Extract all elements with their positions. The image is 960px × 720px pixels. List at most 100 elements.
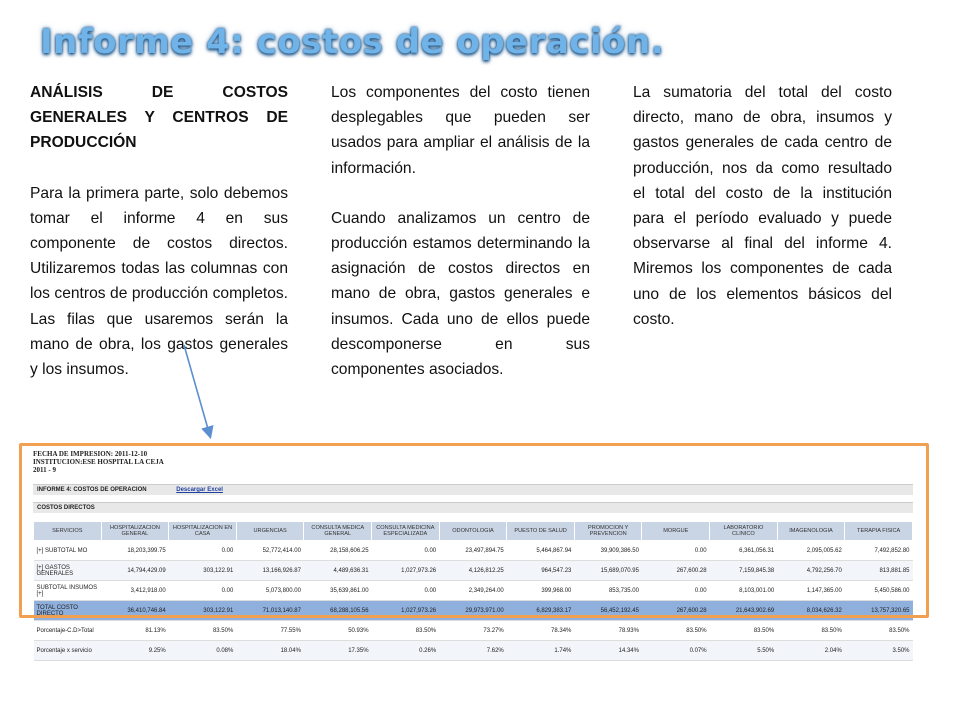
table-cell: 14,794,429.09: [101, 560, 169, 581]
table-cell: 2,095,005.62: [777, 540, 845, 561]
section-heading: ANÁLISIS DE COSTOS GENERALES Y CENTROS D…: [30, 84, 288, 152]
table-cell: 36,410,746.84: [101, 600, 169, 621]
table-cell: 4,489,636.31: [303, 560, 372, 581]
table-cell: 18,203,399.75: [101, 540, 169, 561]
download-excel-link[interactable]: Descargar Excel: [176, 487, 223, 493]
table-cell: 14.34%: [574, 640, 642, 661]
table-cell: 71,013,140.87: [236, 600, 304, 621]
table-cell: 23,497,894.75: [439, 540, 507, 561]
table-cell: 1,027,973.26: [371, 600, 440, 621]
table-cell: 4,792,256.70: [777, 560, 845, 581]
table-cell: 1,027,973.26: [371, 560, 440, 581]
table-cell: 267,600.28: [641, 560, 710, 581]
column-header: URGENCIAS: [235, 521, 305, 541]
report-period: 2011 - 9: [33, 466, 56, 474]
table-cell: 1,147,365.00: [777, 580, 845, 601]
table-row: SUBTOTAL INSUMOS [+] 3,412,918.00 0.00 5,07…: [33, 580, 913, 601]
section-bar: COSTOS DIRECTOS: [33, 502, 913, 513]
column-left: ANÁLISIS DE COSTOS GENERALES Y CENTROS D…: [30, 80, 288, 407]
table-cell: 77.55%: [236, 620, 304, 641]
table-cell: 8,103,001.00: [709, 580, 778, 601]
print-date: FECHA DE IMPRESION: 2011-12-10: [33, 450, 148, 458]
row-label: Porcentaje x servicio: [33, 640, 102, 661]
row-label[interactable]: SUBTOTAL INSUMOS [+]: [33, 580, 102, 601]
table-cell: 0.00: [168, 540, 237, 561]
table-cell: 0.00: [641, 540, 710, 561]
column-right: La sumatoria del total del costo directo…: [633, 80, 892, 357]
column-middle: Los componentes del costo tienen despleg…: [331, 80, 590, 407]
column-header: HOSPITALIZACION EN CASA: [168, 521, 237, 541]
table-cell: 83.50%: [641, 620, 710, 641]
table-cell: 0.07%: [641, 640, 710, 661]
table-cell: 5,464,867.94: [506, 540, 575, 561]
column-header: PUESTO DE SALUD: [506, 521, 575, 541]
table-cell: 5,450,586.00: [844, 580, 913, 601]
table-cell: 81.13%: [101, 620, 169, 641]
table-cell: 8,034,626.32: [777, 600, 845, 621]
column-header: CONSULTA MEDICA GENERAL: [303, 521, 373, 541]
table-cell: 2,349,264.00: [439, 580, 507, 601]
cost-table: SERVICIOS HOSPITALIZACION GENERAL HOSPITAL…: [33, 521, 913, 661]
table-cell: 13,166,926.87: [236, 560, 304, 581]
table-cell: 399,968.00: [506, 580, 575, 601]
table-row: Porcentaje x servicio 9.25% 0.08% 18.04% 17.…: [33, 640, 913, 661]
table-cell: 35,639,861.00: [303, 580, 372, 601]
table-cell: 303,122.91: [168, 560, 237, 581]
table-cell: 3,412,918.00: [101, 580, 169, 601]
column-header: HOSPITALIZACION GENERAL: [100, 521, 170, 541]
table-cell: 13,757,320.65: [844, 600, 913, 621]
table-cell: 50.93%: [303, 620, 372, 641]
table-cell: 0.26%: [371, 640, 440, 661]
table-cell: 7,159,845.38: [709, 560, 778, 581]
table-cell: 78.34%: [506, 620, 575, 641]
column-header: IMAGENOLOGIA: [776, 521, 846, 541]
table-cell: 52,772,414.00: [236, 540, 304, 561]
column-header: ODONTOLOGIA: [438, 521, 508, 541]
report-title-bar: INFORME 4: COSTOS DE OPERACION Descargar…: [33, 484, 913, 495]
table-cell: 4,126,812.25: [439, 560, 507, 581]
right-paragraph: La sumatoria del total del costo directo…: [633, 84, 892, 328]
row-label[interactable]: [+] GASTOS GENERALES: [33, 560, 102, 581]
table-cell: 0.00: [641, 580, 710, 601]
table-cell: 6,361,056.31: [709, 540, 778, 561]
table-cell: 83.50%: [168, 620, 237, 641]
table-cell: 1.74%: [506, 640, 575, 661]
table-cell: 0.00: [371, 580, 440, 601]
table-row: [+] GASTOS GENERALES 14,794,429.09 303,122…: [33, 560, 913, 581]
table-cell: 83.50%: [777, 620, 845, 641]
table-cell: 21,643,902.69: [709, 600, 778, 621]
table-cell: 73.27%: [439, 620, 507, 641]
table-cell: 964,547.23: [506, 560, 575, 581]
table-cell: 83.50%: [371, 620, 440, 641]
row-label: Porcentaje-C.D>Total: [33, 620, 102, 641]
report-screenshot: FECHA DE IMPRESION: 2011-12-10 INSTITUCI…: [28, 446, 918, 684]
middle-paragraph-2: Cuando analizamos un centro de producció…: [331, 209, 590, 379]
row-label: TOTAL COSTO DIRECTO: [33, 600, 102, 621]
table-cell: 0.00: [168, 580, 237, 601]
table-cell: 7,492,852.80: [844, 540, 913, 561]
column-header: CONSULTA MEDICINA ESPECIALIZADA: [371, 521, 440, 541]
row-label[interactable]: [+] SUBTOTAL MO: [33, 540, 102, 561]
table-cell: 5,073,800.00: [236, 580, 304, 601]
table-cell: 83.50%: [709, 620, 778, 641]
table-cell: 0.00: [371, 540, 440, 561]
table-cell: 39,909,386.50: [574, 540, 642, 561]
table-cell: 0.08%: [168, 640, 237, 661]
column-header: TERAPIA FISICA: [844, 521, 913, 541]
table-cell: 5.50%: [709, 640, 778, 661]
table-cell: 267,600.28: [641, 600, 710, 621]
left-paragraph: Para la primera parte, solo debemos toma…: [30, 184, 288, 379]
report-title: INFORME 4: COSTOS DE OPERACION: [37, 487, 147, 493]
table-cell: 83.50%: [844, 620, 913, 641]
report-header: FECHA DE IMPRESION: 2011-12-10 INSTITUCI…: [33, 450, 164, 474]
column-header: PROMOCION Y PREVENCION: [573, 521, 643, 541]
table-cell: 3.50%: [844, 640, 913, 661]
table-cell: 6,829,383.17: [506, 600, 575, 621]
table-cell: 9.25%: [101, 640, 169, 661]
table-cell: 29,973,971.00: [439, 600, 507, 621]
table-cell: 853,735.00: [574, 580, 642, 601]
table-cell: 303,122.91: [168, 600, 237, 621]
slide-title: Informe 4: costos de operación.: [40, 22, 665, 62]
table-cell: 78.93%: [574, 620, 642, 641]
column-header: SERVICIOS: [33, 521, 102, 541]
